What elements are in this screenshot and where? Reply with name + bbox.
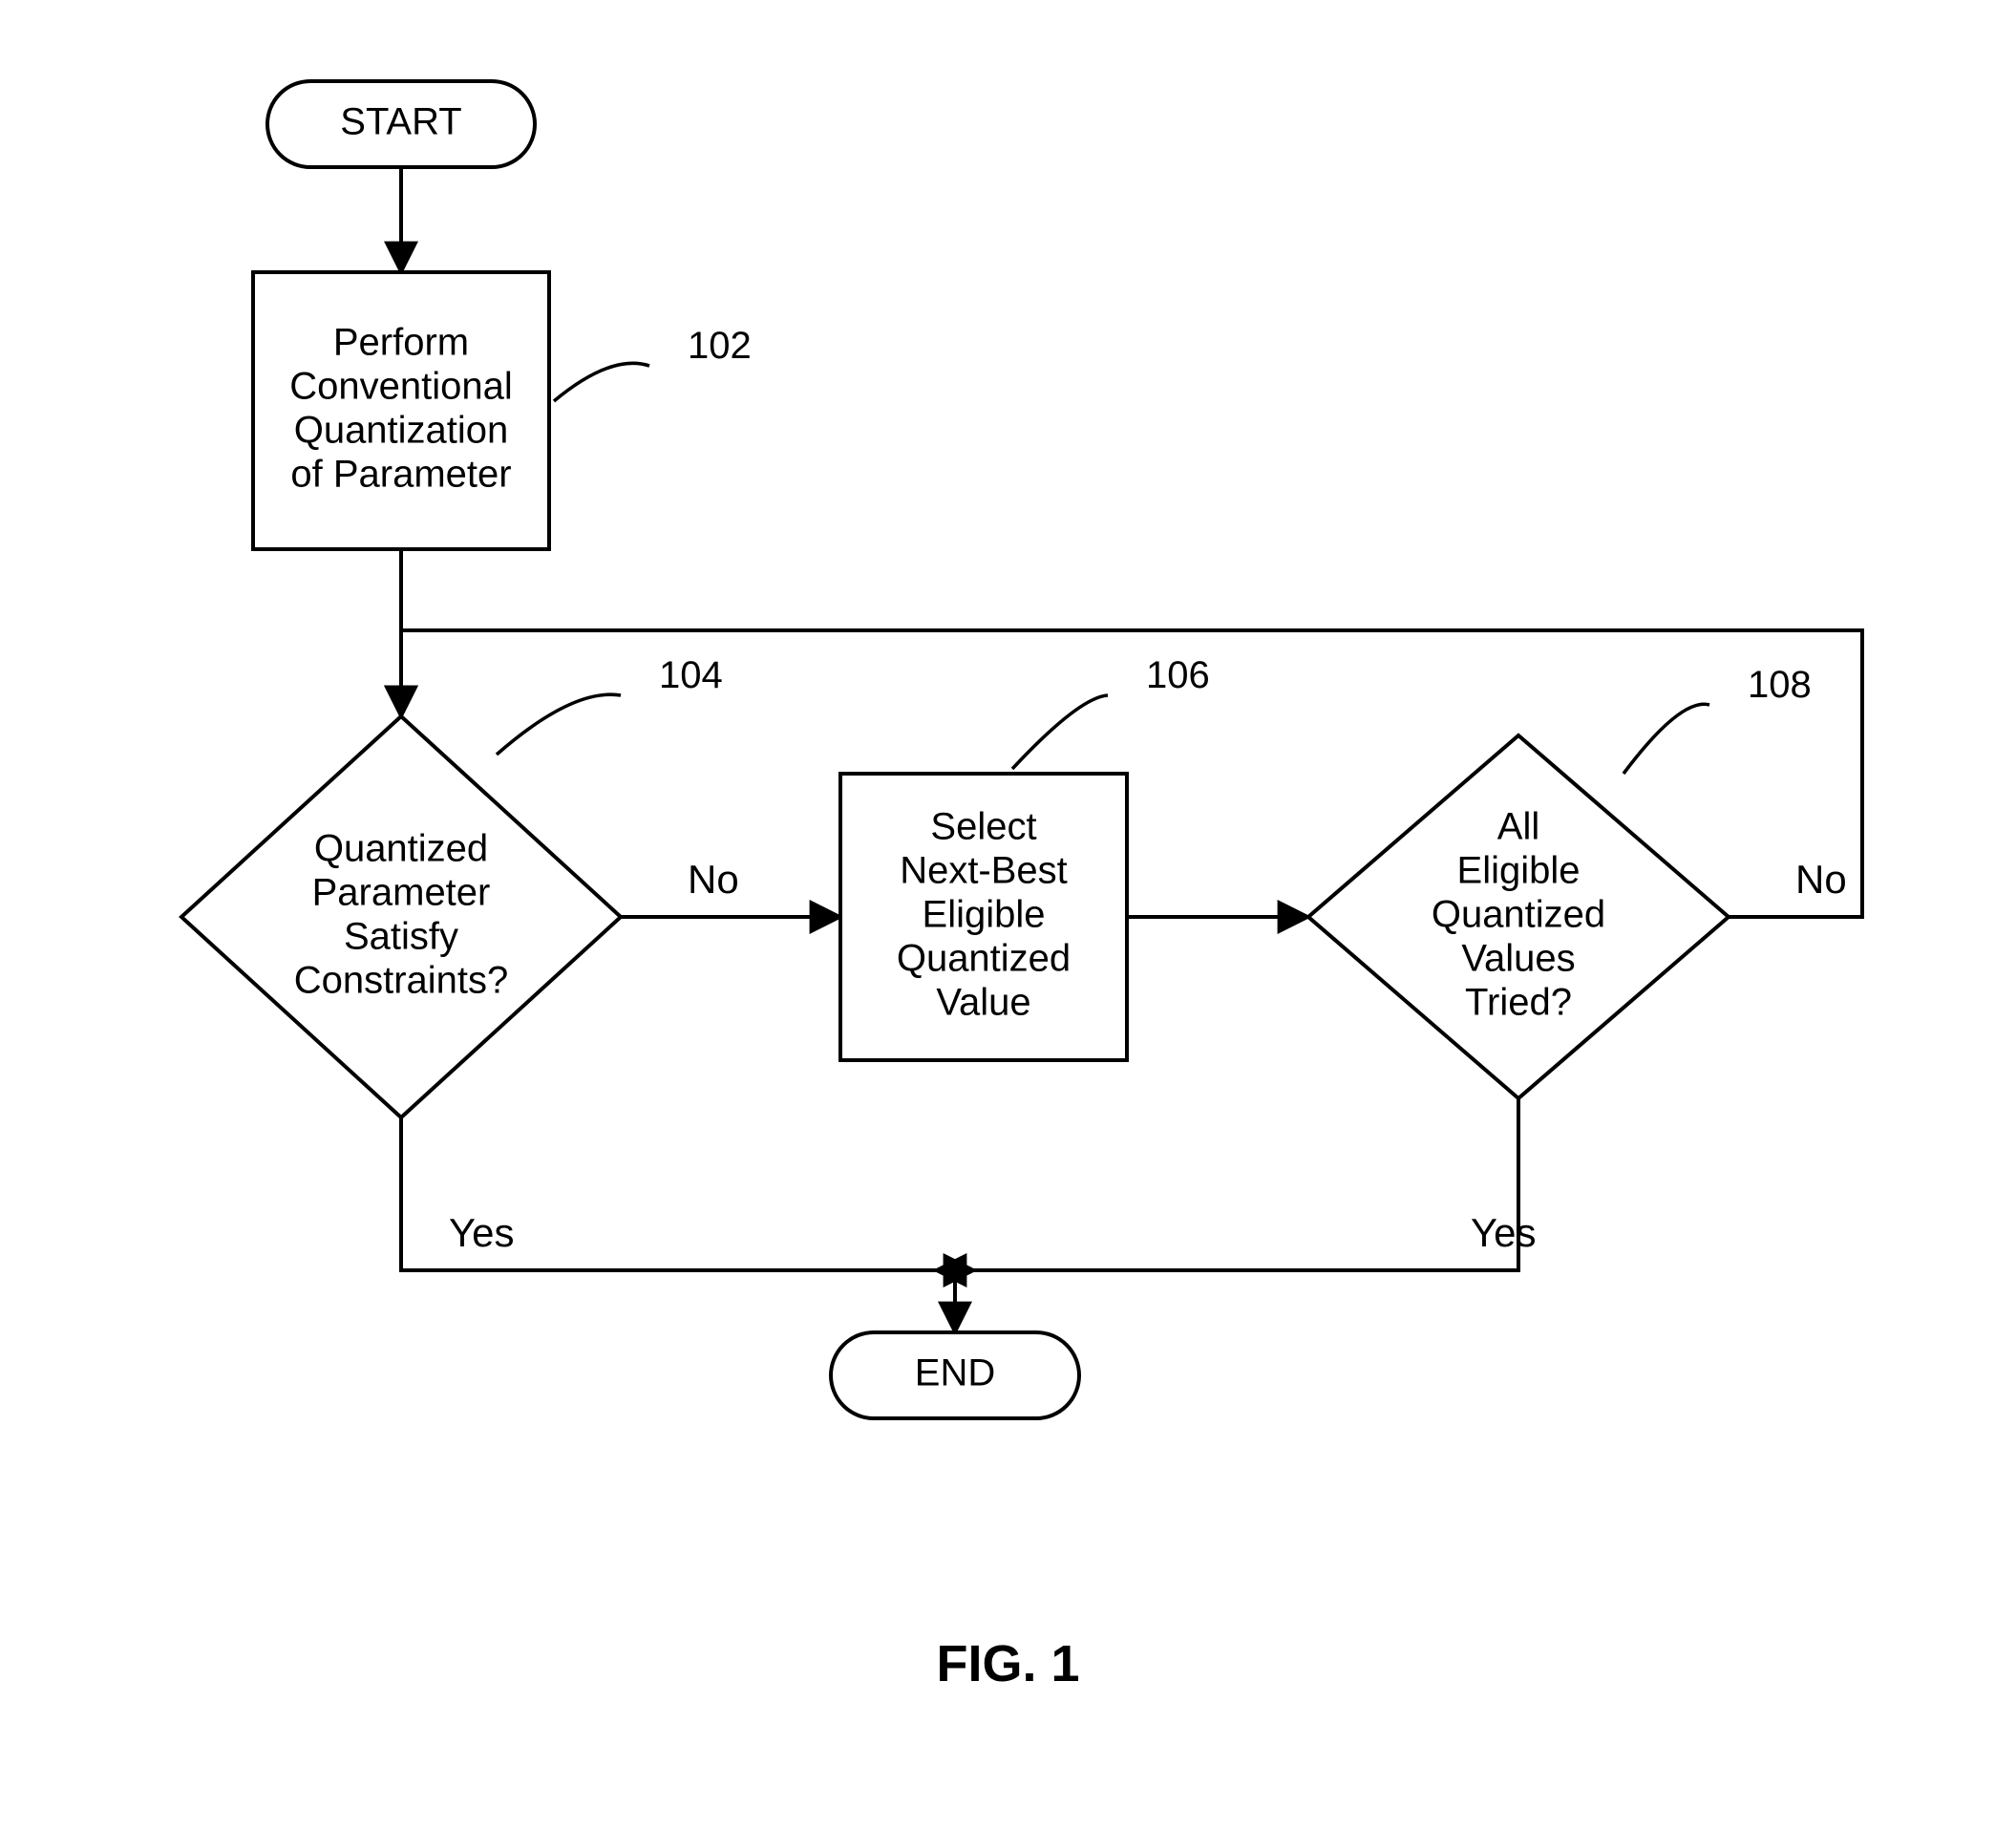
svg-text:of Parameter: of Parameter (290, 454, 511, 496)
ref-leader-r106 (1012, 695, 1108, 769)
ref-label-r108: 108 (1748, 664, 1812, 706)
svg-text:Constraints?: Constraints? (294, 960, 509, 1002)
ref-label-r106: 106 (1146, 654, 1210, 696)
svg-text:END: END (915, 1352, 995, 1394)
edge-label-104-106: No (688, 857, 739, 902)
ref-label-r102: 102 (688, 325, 752, 367)
svg-text:Quantized: Quantized (1432, 894, 1605, 936)
svg-text:Next-Best: Next-Best (900, 850, 1068, 892)
ref-leader-r108 (1623, 704, 1709, 774)
ref-leader-r104 (497, 694, 621, 755)
svg-text:Value: Value (936, 982, 1030, 1024)
ref-label-r104: 104 (659, 654, 723, 696)
edge-label-104-yes: Yes (449, 1210, 515, 1255)
svg-text:All: All (1497, 806, 1539, 848)
svg-text:Conventional: Conventional (289, 366, 513, 408)
svg-text:Quantized: Quantized (897, 938, 1071, 980)
svg-text:Values: Values (1461, 938, 1575, 980)
edge-108-yes (955, 1098, 1518, 1270)
svg-text:Eligible: Eligible (923, 894, 1046, 936)
svg-text:Quantization: Quantization (294, 410, 509, 452)
figure-label: FIG. 1 (936, 1635, 1079, 1692)
ref-leader-r102 (554, 363, 649, 401)
svg-text:Eligible: Eligible (1457, 850, 1581, 892)
svg-text:Satisfy: Satisfy (344, 916, 458, 958)
svg-text:Perform: Perform (333, 322, 469, 364)
svg-text:Tried?: Tried? (1465, 982, 1572, 1024)
edge-label-108-yes: Yes (1471, 1210, 1537, 1255)
svg-text:Quantized: Quantized (314, 828, 488, 870)
edge-label-108-loop: No (1795, 857, 1847, 902)
svg-text:Select: Select (930, 806, 1036, 848)
svg-text:Parameter: Parameter (312, 872, 491, 914)
svg-text:START: START (340, 101, 461, 143)
